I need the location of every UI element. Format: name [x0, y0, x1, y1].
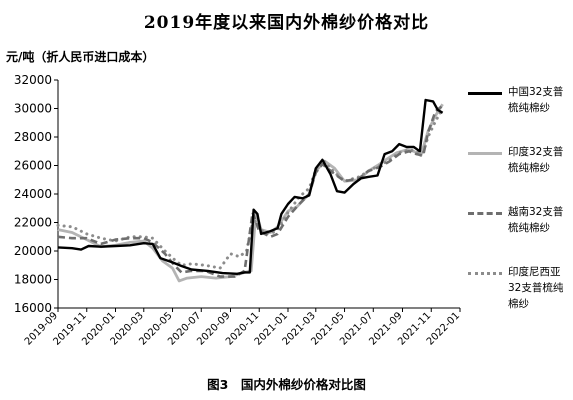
y-tick-label: 30000 [14, 102, 52, 116]
chart-title: 2019年度以来国内外棉纱价格对比 [143, 13, 430, 33]
y-tick-label: 24000 [14, 187, 52, 201]
legend-swatch-china [468, 92, 502, 95]
y-axis-label: 元/吨（折人民币进口成本） [6, 50, 155, 64]
legend-label-vietnam: 越南32支普梳纯棉纱 [508, 206, 564, 234]
legend-swatch-indonesia [468, 272, 502, 275]
legend-item: 中国32支普梳纯棉纱 [468, 82, 573, 142]
legend-item: 印度32支普梳纯棉纱 [468, 142, 573, 202]
y-tick-label: 18000 [14, 273, 52, 287]
legend-label-india: 印度32支普梳纯棉纱 [508, 146, 564, 174]
legend-item: 印度尼西亚32支普梳纯棉纱 [468, 262, 573, 322]
chart-legend: 中国32支普梳纯棉纱 印度32支普梳纯棉纱 越南32支普梳纯棉纱 印度尼西亚32… [468, 82, 573, 322]
series-layer [56, 98, 445, 283]
series-line-china [57, 98, 444, 275]
y-tick-label: 26000 [14, 159, 52, 173]
y-tick-label: 32000 [14, 73, 52, 87]
y-tick-label: 22000 [14, 216, 52, 230]
y-tick-label: 28000 [14, 130, 52, 144]
series-line-vietnam [57, 104, 444, 278]
legend-label-china: 中国32支普梳纯棉纱 [508, 86, 564, 114]
y-tick-label: 16000 [14, 301, 52, 315]
legend-swatch-india [468, 152, 502, 155]
figure-caption: 图3 国内外棉纱价格对比图 [207, 377, 366, 392]
legend-item: 越南32支普梳纯棉纱 [468, 202, 573, 262]
legend-label-indonesia: 印度尼西亚32支普梳纯棉纱 [508, 266, 564, 310]
y-tick-label: 20000 [14, 244, 52, 258]
chart-axes: 16000 18000 20000 22000 24000 26000 28000 30000… [14, 73, 462, 348]
legend-swatch-vietnam [468, 212, 502, 215]
